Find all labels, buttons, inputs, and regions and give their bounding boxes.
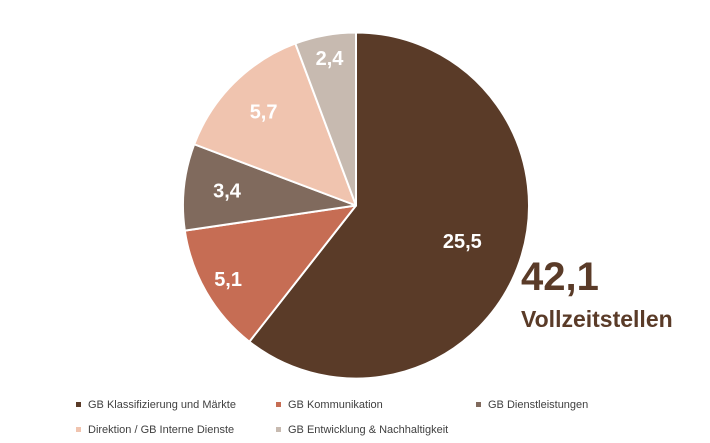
legend-marker-icon	[276, 427, 281, 432]
legend: GB Klassifizierung und Märkte GB Kommuni…	[76, 392, 676, 442]
legend-marker-icon	[76, 402, 81, 407]
total-callout: 42,1 Vollzeitstellen	[521, 257, 673, 331]
pie-slice-0	[248, 31, 530, 380]
legend-item-label: GB Kommunikation	[288, 398, 383, 411]
legend-item-klassifizierung: GB Klassifizierung und Märkte	[76, 399, 276, 411]
legend-marker-icon	[476, 402, 481, 407]
pie-slice-1	[183, 204, 357, 343]
legend-item-dienstleistungen: GB Dienstleistungen	[476, 399, 676, 411]
legend-marker-icon	[276, 402, 281, 407]
total-value: 42,1	[521, 255, 599, 299]
slice-value-label-3: 5,7	[250, 102, 278, 124]
total-unit-label: Vollzeitstellen	[521, 306, 673, 332]
pie-slice-2	[182, 143, 357, 232]
pie-slice-4	[294, 31, 357, 207]
legend-item-entwicklung: GB Entwicklung & Nachhaltigkeit	[276, 424, 476, 436]
slice-value-label-1: 5,1	[214, 269, 242, 291]
slice-value-label-4: 2,4	[316, 48, 345, 70]
legend-item-label: GB Entwicklung & Nachhaltigkeit	[288, 423, 449, 436]
legend-item-label: GB Klassifizierung und Märkte	[88, 398, 236, 411]
legend-item-label: GB Dienstleistungen	[488, 398, 589, 411]
slice-value-label-2: 3,4	[213, 181, 242, 203]
legend-item-direktion: Direktion / GB Interne Dienste	[76, 424, 276, 436]
legend-item-kommunikation: GB Kommunikation	[276, 399, 476, 411]
slice-value-label-0: 25,5	[443, 231, 482, 253]
pie-slice-3	[193, 42, 357, 207]
legend-item-label: Direktion / GB Interne Dienste	[88, 423, 235, 436]
legend-marker-icon	[76, 427, 81, 432]
